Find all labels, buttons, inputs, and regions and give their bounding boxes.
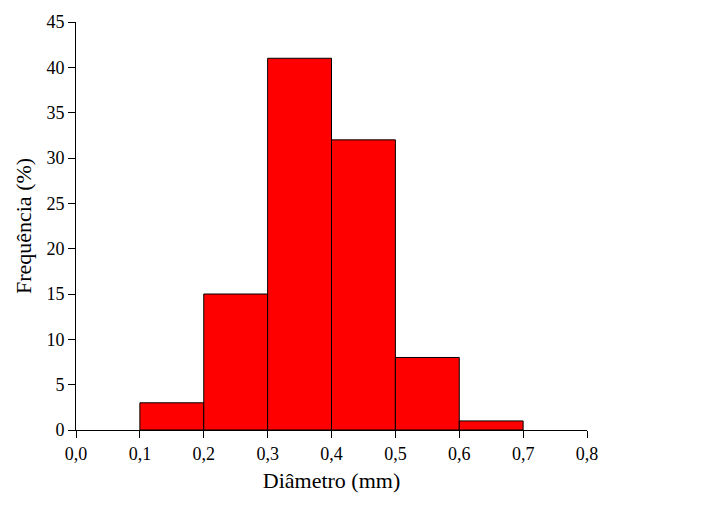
svg-text:40: 40 [46,58,64,78]
svg-text:0,6: 0,6 [448,444,471,464]
svg-text:5: 5 [55,375,64,395]
svg-text:25: 25 [46,194,64,214]
svg-text:0,2: 0,2 [193,444,216,464]
svg-text:0,8: 0,8 [576,444,599,464]
svg-text:45: 45 [46,12,64,32]
svg-text:0: 0 [55,420,64,440]
svg-text:Diâmetro (mm): Diâmetro (mm) [263,468,400,493]
svg-text:20: 20 [46,239,64,259]
svg-text:30: 30 [46,148,64,168]
svg-text:35: 35 [46,103,64,123]
svg-text:0,3: 0,3 [256,444,279,464]
svg-text:0,0: 0,0 [65,444,88,464]
svg-text:10: 10 [46,330,64,350]
svg-text:0,7: 0,7 [512,444,535,464]
svg-text:0,5: 0,5 [384,444,407,464]
svg-text:0,1: 0,1 [129,444,152,464]
svg-text:15: 15 [46,284,64,304]
svg-text:Frequência (%): Frequência (%) [11,158,36,294]
svg-text:0,4: 0,4 [320,444,343,464]
